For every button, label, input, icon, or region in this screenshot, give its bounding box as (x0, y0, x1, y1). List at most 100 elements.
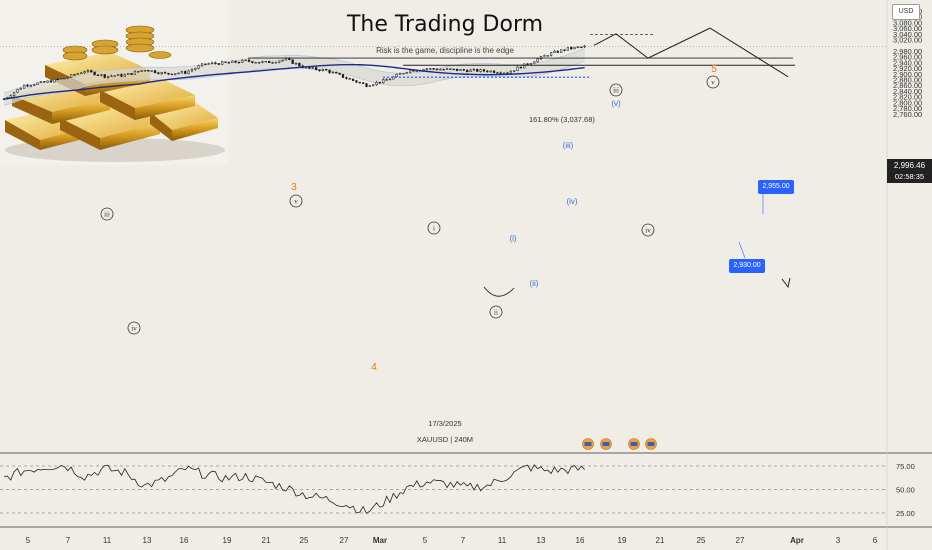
candle-body (106, 75, 110, 78)
candle-body (405, 71, 408, 74)
price-tick-label: 2,960.00 (893, 53, 922, 62)
price-tick-label: 2,780.00 (893, 104, 922, 113)
candle-body (237, 62, 241, 64)
candle-body (361, 82, 365, 84)
wave-label-ii-circle (489, 305, 503, 319)
time-tick-label: 27 (340, 536, 349, 545)
candle-body (274, 62, 278, 64)
wave-label-ii: ii (494, 309, 498, 317)
candle-body (251, 61, 254, 63)
candle-body (278, 60, 281, 63)
wave-label-sub-v: (v) (611, 99, 621, 108)
candle-body (187, 70, 190, 74)
candle-body (197, 65, 200, 69)
price-tick-label: 2,840.00 (893, 87, 922, 96)
candle-body (496, 72, 499, 74)
candle-body (224, 61, 227, 63)
price-tick-label: 2,920.00 (893, 64, 922, 73)
candle-body (284, 58, 288, 61)
time-tick-label: 13 (143, 536, 152, 545)
candle-body (439, 69, 442, 71)
candle-body (43, 81, 46, 83)
candle-body (533, 61, 536, 64)
candle-body (33, 84, 36, 86)
candle-body (445, 68, 449, 70)
candle-body (22, 84, 26, 89)
candle-body (73, 74, 76, 76)
candle-body (150, 70, 153, 72)
candle-body (271, 62, 274, 64)
candle-body (388, 78, 392, 81)
currency-unit[interactable]: USD (892, 4, 920, 20)
candle-body (345, 77, 348, 79)
wave-label-v-proj-circle (706, 75, 720, 89)
time-tick-label: 11 (498, 536, 507, 545)
candle-body (539, 56, 543, 60)
candle-body (177, 72, 180, 75)
candle-body (425, 68, 429, 70)
candle-body (566, 47, 570, 51)
rsi-tick-label: 75.00 (896, 462, 915, 471)
wave-label-iii-left: iii (104, 211, 110, 219)
candle-body (130, 73, 133, 75)
candle-body (123, 74, 126, 77)
candle-body (529, 63, 533, 65)
wave-ii-arc (483, 286, 515, 297)
candle-body (308, 67, 311, 69)
rsi-tick-label: 50.00 (896, 486, 915, 495)
candle-body (261, 61, 264, 63)
candle-body (398, 73, 402, 75)
candle-body (288, 58, 291, 60)
band-area (4, 48, 585, 106)
candle-body (368, 85, 371, 87)
candle-body (207, 63, 210, 65)
candle-body (29, 85, 33, 87)
candle-body (462, 69, 465, 71)
candle-body (358, 81, 361, 84)
time-tick-label: 5 (423, 536, 428, 545)
event-flag-stripe (602, 442, 610, 446)
candle-body (257, 62, 261, 64)
candle-body (36, 82, 39, 85)
level-label-upper[interactable]: 2,955.00 (758, 180, 794, 194)
candle-body (499, 72, 502, 74)
candle-body (378, 81, 382, 84)
time-tick-label: 19 (223, 536, 232, 545)
candle-body (163, 72, 167, 74)
candle-body (227, 62, 231, 64)
ma-line (3, 63, 585, 100)
candle-body (16, 89, 19, 93)
wave-label-sub-iv: (iv) (566, 197, 577, 206)
price-tick-label: 3,060.00 (893, 24, 922, 33)
candle-body (556, 50, 559, 53)
current-price: 2,996.46 (893, 161, 926, 170)
wave-label-sub-ii: (ii) (530, 279, 539, 288)
candle-body (459, 69, 462, 71)
candle-body (137, 71, 140, 73)
level-label-lower[interactable]: 2,930.00 (729, 259, 765, 273)
candle-body (476, 68, 479, 72)
wave-label-i-circle (427, 221, 441, 235)
candle-body (210, 62, 214, 64)
candle-body (408, 70, 412, 73)
candle-body (559, 49, 563, 53)
candle-body (184, 71, 187, 74)
wave-label-v-proj: v (711, 79, 715, 87)
price-tick-label: 2,940.00 (893, 58, 922, 67)
candle-body (69, 74, 73, 78)
candle-body (83, 71, 86, 74)
candle-body (76, 73, 79, 75)
candle-body (113, 75, 116, 77)
candle-body (59, 78, 63, 80)
time-tick-label: 27 (736, 536, 745, 545)
candle-body (452, 68, 455, 71)
candle-body (392, 76, 395, 80)
candle-body (147, 70, 150, 72)
time-tick-label: 6 (873, 536, 878, 545)
projection-arrowhead (781, 277, 791, 289)
symbol-timeframe: XAUUSD | 240M (416, 435, 474, 444)
candle-body (200, 63, 204, 67)
candle-body (19, 88, 22, 90)
